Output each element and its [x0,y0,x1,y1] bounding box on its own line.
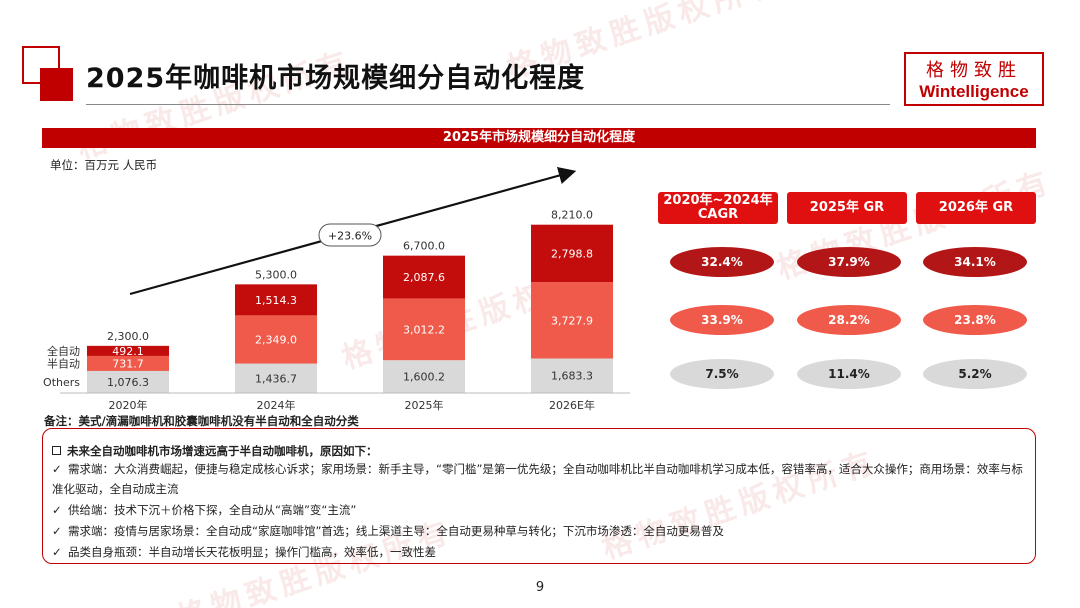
reason-item-text: 需求端：疫情与居家场景：全自动成“家庭咖啡馆”首选；线上渠道主导：全自动更易种草… [68,524,724,538]
reason-item: ✓ 需求端：大众消费崛起，便捷与稳定成核心诉求；家用场景：新手主导，“零门槛”是第… [52,459,1027,499]
category-tick-label: 2024年 [257,398,296,412]
bar-segment [235,363,317,393]
category-tick-label: 2026E年 [549,398,595,412]
reason-item: ✓ 需求端：疫情与居家场景：全自动成“家庭咖啡馆”首选；线上渠道主导：全自动更易种… [52,521,1027,541]
reason-item: ✓ 供给端：技术下沉＋价格下探，全自动从“高端”变“主流” [52,500,1027,520]
data-label: 2,349.0 [255,333,297,346]
bar-segment [235,315,317,364]
gr-cell-full-auto-cagr: 32.4% [670,247,774,277]
category-tick-label: 2020年 [109,398,148,412]
reason-item-text: 需求端：大众消费崛起，便捷与稳定成核心诉求；家用场景：新手主导，“零门槛”是第一… [52,462,1023,496]
gr-cell-semi-auto-2025: 28.2% [797,305,901,335]
bar-segment [87,355,169,371]
brand-logo: 格物致胜 Wintelligence [904,52,1044,106]
unit-label: 单位：百万元 人民币 [50,158,158,172]
annotation-bubble [318,223,382,247]
logo-text-cn: 格物致胜 [926,60,1022,81]
reason-item-text: 供给端：技术下沉＋价格下探，全自动从“高端”变“主流” [68,503,357,517]
reasons-title: 未来全自动咖啡机市场增速远高于半自动咖啡机，原因如下： [52,443,378,459]
bar-segment [383,255,465,299]
bar-segment [531,282,613,359]
data-label: 3,727.9 [551,314,593,327]
gr-header-cagr: 2020年~2024年 CAGR [658,192,778,224]
gr-cell-others-2026: 5.2% [923,359,1027,389]
check-icon: ✓ [52,503,62,517]
page-number: 9 [535,580,545,595]
chart-note: 备注：美式/滴漏咖啡机和胶囊咖啡机没有半自动和全自动分类 [44,414,359,428]
checkbox-icon [52,446,61,455]
gr-cell-semi-auto-cagr: 33.9% [670,305,774,335]
legend-label: 半自动 [47,356,80,370]
data-label: 731.7 [112,357,144,370]
bar-segment [531,358,613,393]
data-label: 2,798.8 [551,247,593,260]
total-label: 8,210.0 [551,209,593,222]
legend-label: 全自动 [47,344,80,358]
reason-item: ✓ 品类自身瓶颈：半自动增长天花板明显；操作门槛高，效率低，一致性差 [52,542,1027,562]
bar-segment [235,284,317,316]
annotation-label: +23.6% [328,230,372,243]
bar-segment [87,345,169,356]
total-label: 5,300.0 [255,268,297,281]
chart-header-bar: 2025年市场规模细分自动化程度 [42,128,1036,148]
data-label: 1,076.3 [107,376,149,389]
data-label: 2,087.6 [403,271,445,284]
category-tick-label: 2025年 [405,398,444,412]
bar-segment [531,224,613,283]
gr-cell-others-2025: 11.4% [797,359,901,389]
title-divider [86,104,890,105]
check-icon: ✓ [52,545,62,559]
gr-cell-full-auto-2025: 37.9% [797,247,901,277]
bar-segment [383,360,465,393]
gr-header-2025: 2025年 GR [787,192,907,224]
gr-cell-full-auto-2026: 34.1% [923,247,1027,277]
data-label: 1,683.3 [551,370,593,383]
check-icon: ✓ [52,462,62,476]
bar-segment [87,370,169,393]
legend-label: Others [43,376,80,389]
gr-cell-semi-auto-2026: 23.8% [923,305,1027,335]
total-label: 2,300.0 [107,330,149,343]
logo-text-en: Wintelligence [919,82,1029,101]
title-decoration [40,68,73,101]
data-label: 1,600.2 [403,371,445,384]
page-title: 2025年咖啡机市场规模细分自动化程度 [86,63,586,94]
gr-header-2026: 2026年 GR [916,192,1036,224]
data-label: 492.1 [112,345,144,358]
bar-segment [383,298,465,361]
reasons-title-text: 未来全自动咖啡机市场增速远高于半自动咖啡机，原因如下： [67,444,378,458]
reasons-box [42,428,1036,564]
data-label: 1,514.3 [255,294,297,307]
check-icon: ✓ [52,524,62,538]
gr-cell-others-cagr: 7.5% [670,359,774,389]
data-label: 3,012.2 [403,323,445,336]
data-label: 1,436.7 [255,372,297,385]
total-label: 6,700.0 [403,240,445,253]
reason-item-text: 品类自身瓶颈：半自动增长天花板明显；操作门槛高，效率低，一致性差 [68,545,436,559]
